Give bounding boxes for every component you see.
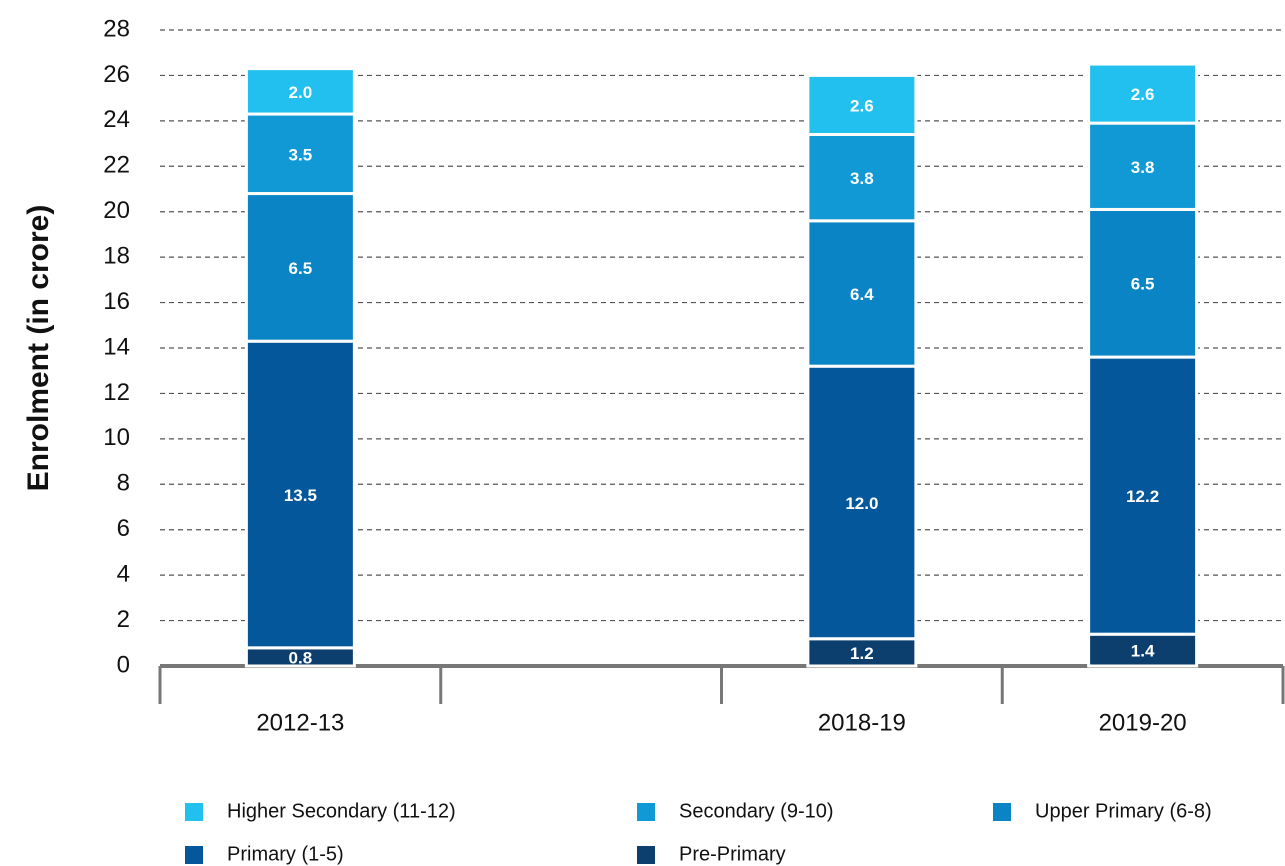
legend-swatch (637, 803, 655, 821)
y-tick-label: 4 (117, 560, 130, 587)
bar-segment (806, 132, 918, 223)
y-tick-label: 12 (103, 379, 130, 406)
value-label: 2.0 (289, 83, 313, 102)
legend-swatch (637, 846, 655, 864)
bar-segment (806, 219, 918, 368)
bar-segment (244, 67, 356, 116)
bar-segment (1087, 62, 1199, 125)
y-tick-label: 28 (103, 15, 130, 42)
legend-label: Higher Secondary (11-12) (227, 800, 456, 822)
value-label: 6.5 (1131, 275, 1155, 294)
value-label: 3.5 (289, 145, 313, 164)
x-tick-label: 2018-19 (818, 709, 906, 736)
value-label: 13.5 (284, 486, 317, 505)
value-label: 6.5 (289, 259, 313, 278)
value-label: 12.0 (845, 494, 878, 513)
value-label: 3.8 (850, 169, 874, 188)
y-tick-label: 18 (103, 242, 130, 269)
legend-swatch (185, 846, 203, 864)
legend-label: Secondary (9-10) (679, 800, 834, 822)
bar-segment (1087, 207, 1199, 359)
y-tick-label: 20 (103, 197, 130, 224)
bar-segment (1087, 355, 1199, 636)
legend-swatch (185, 803, 203, 821)
bar-segment (806, 73, 918, 136)
y-tick-label: 2 (117, 606, 130, 633)
y-tick-label: 8 (117, 470, 130, 497)
value-label: 2.6 (850, 96, 874, 115)
legend-swatch (993, 803, 1011, 821)
y-tick-label: 0 (117, 651, 130, 678)
legend-label: Primary (1-5) (227, 843, 344, 865)
y-tick-label: 6 (117, 515, 130, 542)
value-label: 6.4 (850, 285, 874, 304)
value-label: 1.4 (1131, 642, 1155, 661)
y-tick-label: 14 (103, 333, 130, 360)
bar-segment (1087, 121, 1199, 211)
y-tick-label: 22 (103, 152, 130, 179)
legend-label: Pre-Primary (679, 843, 786, 865)
x-tick-label: 2012-13 (256, 709, 344, 736)
value-label: 2.6 (1131, 85, 1155, 104)
y-tick-label: 24 (103, 106, 130, 133)
value-label: 0.8 (289, 648, 313, 667)
legend-label: Upper Primary (6-8) (1035, 800, 1212, 822)
x-tick-label: 2019-20 (1099, 709, 1187, 736)
y-tick-label: 26 (103, 61, 130, 88)
bar-segment (806, 364, 918, 641)
y-axis-title: Enrolment (in crore) (22, 205, 55, 492)
value-label: 1.2 (850, 644, 874, 663)
value-label: 3.8 (1131, 158, 1155, 177)
y-tick-label: 16 (103, 288, 130, 315)
y-tick-label: 10 (103, 424, 130, 451)
value-label: 12.2 (1126, 487, 1159, 506)
